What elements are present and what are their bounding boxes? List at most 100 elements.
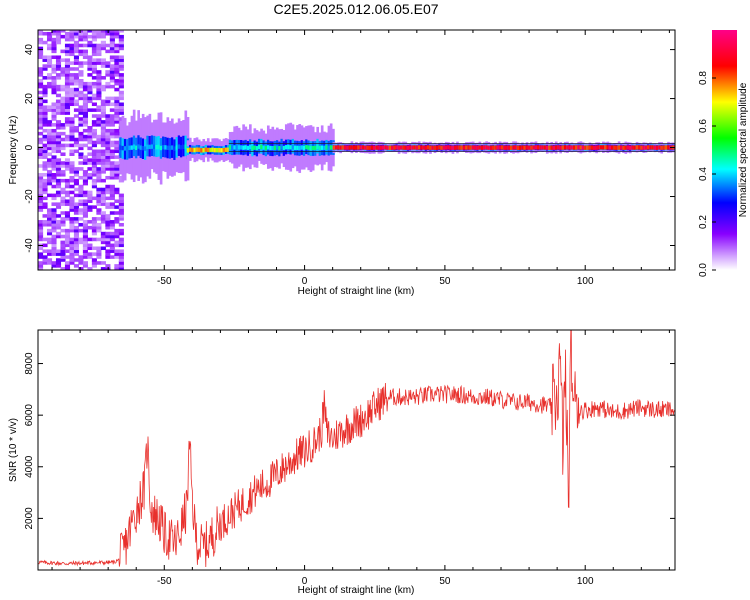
spectrogram-noise-cell [60,34,66,39]
spectrogram-noise-cell [73,46,80,51]
spectrogram-core [581,145,585,150]
spectrogram-noise-cell [118,105,124,109]
spectrogram-noise-cell [64,70,71,74]
spectrogram-noise-cell [105,117,111,121]
spectrogram-noise-cell [51,64,57,68]
spectrogram-noise-cell [82,161,88,165]
spectrogram-noise-cell [51,105,57,109]
spectrogram-noise-cell [78,237,84,242]
spectrogram-noise-cell [46,173,53,177]
spectrogram-noise-cell [64,228,71,233]
spectrogram-core [536,145,540,150]
spectrogram-noise-cell [42,155,48,159]
spectrogram-noise-cell [42,237,48,242]
spectrogram-noise-cell [38,205,44,209]
spectrogram-noise-cell [114,228,120,233]
spectrogram-noise-cell [91,108,97,112]
spectrogram-noise-cell [55,214,62,218]
spectrogram-noise-cell [60,190,66,195]
spectrogram-noise-cell [96,161,102,165]
spectrogram-noise-cell [87,175,93,180]
spectrogram-noise-cell [42,111,48,115]
spectrogram-noise-cell [55,167,62,171]
spectrogram-noise-cell [60,255,66,259]
spectrogram-noise-cell [73,67,80,71]
spectrogram-noise-cell [96,93,102,98]
spectrogram-noise-cell [51,214,57,218]
spectrogram-noise-cell [114,134,120,139]
spectrogram-noise-cell [118,199,124,204]
spectrogram-noise-cell [96,222,102,227]
snr-ytick-label: 4000 [24,455,35,478]
spectrogram-core [458,145,462,150]
spectrogram-ylabel: Frequency (Hz) [8,116,19,185]
spectrogram-core [521,145,524,150]
spectrogram-noise-cell [100,187,106,192]
spectrogram-noise-cell [118,217,124,221]
spectrogram-noise-cell [91,196,97,201]
spectrogram-noise-cell [100,108,106,112]
spectrogram-core [141,145,145,151]
spectrogram-noise-cell [100,217,106,221]
spectrogram-noise-cell [38,114,44,118]
spectrogram-noise-cell [96,31,102,36]
spectrogram-noise-cell [91,205,97,209]
spectrogram-noise-cell [96,120,102,124]
spectrogram-core [155,144,158,150]
spectrogram-noise-cell [42,137,48,142]
spectrogram-noise-cell [55,205,62,209]
spectrogram-noise-cell [55,126,62,130]
spectrogram-noise-cell [109,237,115,242]
spectrogram-noise-cell [42,202,48,206]
spectrogram-noise-cell [38,164,44,168]
spectrogram-noise-cell [64,123,71,127]
spectrogram-noise-cell [82,87,88,92]
spectrogram-noise-cell [96,208,102,212]
spectrogram-core [550,145,554,150]
spectrogram-noise-cell [105,152,111,156]
spectrogram-noise-cell [55,67,62,71]
spectrogram-noise-cell [64,58,71,62]
spectrogram-noise-cell [69,225,75,230]
spectrogram-noise-cell [91,64,97,68]
spectrogram-noise-cell [51,222,57,227]
spectrogram-noise-cell [96,149,102,154]
spectrogram-noise-cell [73,34,80,39]
spectrogram-core [240,145,243,150]
spectrogram-noise-cell [96,108,102,112]
spectrogram-noise-cell [96,202,102,206]
spectrogram-core [119,145,123,150]
spectrogram-noise-cell [73,252,80,256]
spectrogram-noise-cell [64,108,71,112]
spectrogram-core [327,145,331,151]
spectrogram-noise-cell [64,193,71,198]
spectrogram-noise-cell [91,31,97,36]
spectrogram-noise-cell [69,137,75,142]
spectrogram-noise-cell [96,140,102,145]
spectrogram-noise-cell [87,190,93,195]
spectrogram-noise-cell [114,30,120,33]
spectrogram-noise-cell [82,264,88,268]
spectrogram-noise-cell [87,84,93,89]
spectrogram-noise-cell [118,267,124,270]
spectrogram-noise-cell [78,108,84,112]
spectrogram-noise-cell [78,187,84,192]
spectrogram-core [442,145,446,150]
spectrogram-noise-cell [51,30,57,33]
spectrogram-noise-cell [114,234,120,239]
spectrogram-core [393,145,396,150]
spectrogram-xtick-label: 100 [577,276,594,287]
spectrogram-noise-cell [78,222,84,227]
spectrogram-core [615,145,619,150]
spectrogram-noise-cell [46,258,53,262]
spectrogram-noise-cell [60,187,66,192]
spectrogram-core [159,145,163,151]
spectrogram-core [222,147,226,153]
snr-xtick-label: 0 [302,576,308,587]
spectrogram-noise-cell [100,58,106,62]
spectrogram-noise-cell [73,220,80,224]
spectrogram-core [456,145,459,150]
spectrogram-noise-cell [64,31,71,36]
spectrogram-noise-cell [42,84,48,89]
spectrogram-noise-cell [105,99,111,104]
